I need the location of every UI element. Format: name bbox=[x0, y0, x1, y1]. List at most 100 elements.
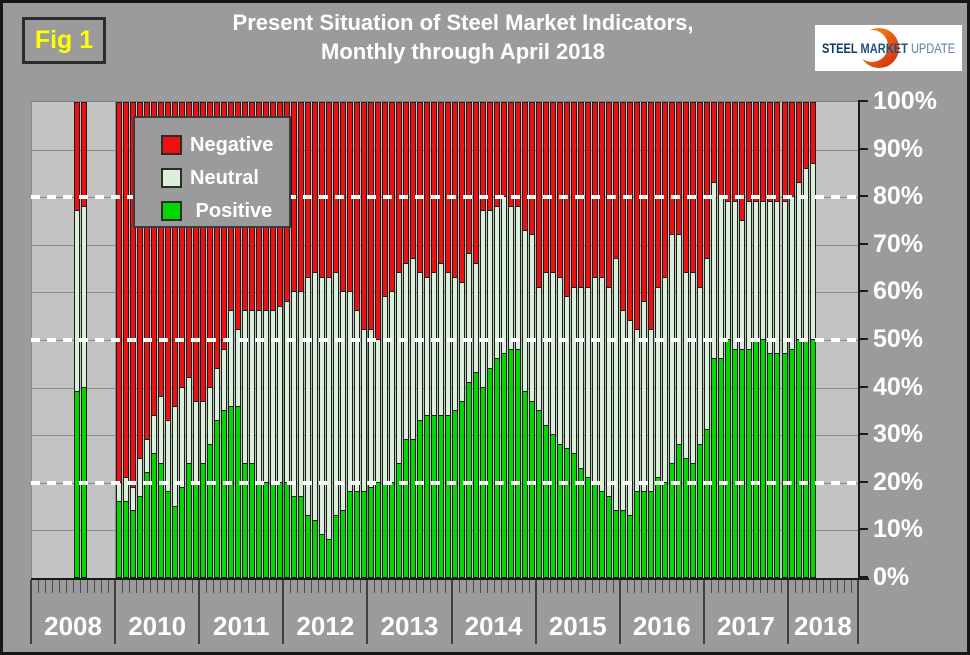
bar-neutral-segment bbox=[136, 459, 143, 498]
x-axis-year-divider bbox=[198, 580, 201, 644]
stacked-bar-2015-07 bbox=[578, 102, 585, 578]
bar-positive-segment bbox=[683, 458, 690, 578]
x-axis-minor-tick bbox=[801, 580, 803, 593]
x-axis-minor-tick bbox=[192, 580, 194, 593]
x-axis-year-divider bbox=[702, 580, 705, 644]
bar-neutral-segment bbox=[459, 282, 466, 402]
bar-positive-segment bbox=[213, 420, 220, 578]
stacked-bar-2017-10 bbox=[767, 102, 774, 578]
bar-negative-segment bbox=[753, 102, 760, 202]
gridline-horizontal bbox=[31, 387, 858, 389]
bar-positive-segment bbox=[438, 416, 445, 578]
stacked-bar-2015-02 bbox=[543, 102, 550, 578]
bar-positive-segment bbox=[515, 349, 522, 578]
bar-neutral-segment bbox=[389, 292, 396, 483]
stacked-bar-2016-04 bbox=[641, 102, 648, 578]
bar-negative-segment bbox=[529, 102, 536, 236]
bar-positive-segment bbox=[452, 411, 459, 578]
bar-negative-segment bbox=[676, 102, 683, 236]
bar-negative-segment bbox=[767, 102, 774, 202]
bar-neutral-segment bbox=[557, 278, 564, 445]
stacked-bar-2014-04 bbox=[473, 102, 480, 578]
bar-negative-segment bbox=[543, 102, 550, 274]
stacked-bar-2010-03 bbox=[129, 102, 136, 578]
y-axis-line bbox=[858, 101, 860, 580]
bar-neutral-segment bbox=[368, 330, 374, 488]
stacked-bar-2012-07 bbox=[325, 102, 332, 578]
bar-positive-segment bbox=[171, 506, 178, 578]
bar-negative-segment bbox=[669, 102, 676, 236]
x-axis-minor-tick bbox=[647, 580, 649, 593]
bar-negative-segment bbox=[136, 102, 143, 459]
stacked-bar-2016-10 bbox=[683, 102, 690, 578]
bar-positive-segment bbox=[564, 449, 571, 578]
x-axis-minor-tick bbox=[570, 580, 572, 593]
bar-negative-segment bbox=[662, 102, 669, 279]
bar-neutral-segment bbox=[564, 297, 571, 450]
bar-neutral-segment bbox=[732, 201, 739, 350]
bar-neutral-segment bbox=[620, 311, 627, 512]
bar-positive-segment bbox=[613, 511, 620, 578]
y-axis-label: 20% bbox=[873, 467, 924, 496]
stacked-bar-2011-02 bbox=[206, 102, 213, 578]
x-axis-minor-tick bbox=[290, 580, 292, 593]
gridline-horizontal bbox=[31, 530, 858, 532]
x-axis-minor-tick bbox=[815, 580, 817, 593]
stacked-bar-2015-05 bbox=[564, 102, 571, 578]
bar-neutral-segment bbox=[634, 330, 641, 493]
legend-item-label: Neutral bbox=[190, 166, 259, 189]
bar-neutral-segment bbox=[718, 197, 725, 360]
x-axis-minor-tick bbox=[241, 580, 243, 593]
stacked-bar-2016-11 bbox=[690, 102, 697, 578]
dotted-reference-line-20 bbox=[31, 480, 858, 485]
x-axis-minor-tick bbox=[780, 580, 782, 593]
bar-positive-segment bbox=[732, 349, 739, 578]
bar-neutral-segment bbox=[213, 368, 220, 421]
bar-neutral-segment bbox=[445, 273, 452, 417]
x-axis-minor-tick bbox=[157, 580, 159, 593]
bar-neutral-segment bbox=[199, 401, 206, 464]
bar-neutral-segment bbox=[501, 197, 508, 355]
bar-neutral-segment bbox=[760, 201, 767, 340]
bar-negative-segment bbox=[788, 102, 795, 198]
x-axis-year-divider bbox=[618, 580, 621, 644]
x-axis-minor-tick bbox=[549, 580, 551, 593]
x-axis-minor-tick bbox=[185, 580, 187, 593]
bar-negative-segment bbox=[697, 102, 704, 288]
bar-negative-segment bbox=[318, 102, 325, 279]
x-axis-minor-tick bbox=[458, 580, 460, 593]
y-axis-tick bbox=[858, 290, 868, 293]
bar-positive-segment bbox=[620, 511, 627, 578]
bar-neutral-segment bbox=[164, 420, 171, 493]
x-axis-minor-tick bbox=[724, 580, 726, 593]
x-axis-minor-tick bbox=[514, 580, 516, 593]
bar-neutral-segment bbox=[613, 259, 620, 512]
bar-positive-segment bbox=[718, 359, 725, 578]
bar-negative-segment bbox=[178, 102, 185, 388]
stacked-bar-2015-01 bbox=[536, 102, 543, 578]
x-axis-minor-tick bbox=[528, 580, 530, 593]
x-axis-minor-tick bbox=[717, 580, 719, 593]
bar-neutral-segment bbox=[795, 182, 802, 340]
logo-word-steel: STEEL bbox=[822, 40, 861, 56]
bar-positive-segment bbox=[290, 497, 297, 578]
bar-positive-segment bbox=[164, 492, 171, 578]
bar-negative-segment bbox=[431, 102, 438, 274]
stacked-bar-2017-11 bbox=[774, 102, 781, 578]
stacked-bar-2013-07 bbox=[410, 102, 417, 578]
bar-positive-segment bbox=[368, 487, 374, 578]
x-axis-minor-tick bbox=[255, 580, 257, 593]
bar-negative-segment bbox=[73, 102, 80, 212]
bar-neutral-segment bbox=[143, 439, 150, 474]
bar-positive-segment bbox=[529, 401, 536, 578]
bar-positive-segment bbox=[795, 339, 802, 578]
bar-positive-segment bbox=[753, 339, 760, 578]
bar-positive-segment bbox=[115, 501, 122, 578]
x-axis-minor-tick bbox=[402, 580, 404, 593]
stacked-bar-2018-04 bbox=[809, 102, 816, 578]
logo-wordmark: STEEL MARKET UPDATE bbox=[822, 40, 955, 56]
y-axis-label: 0% bbox=[873, 563, 910, 591]
y-axis-tick bbox=[858, 480, 868, 483]
stacked-bar-2010-05 bbox=[143, 102, 150, 578]
x-axis-minor-tick bbox=[682, 580, 684, 593]
